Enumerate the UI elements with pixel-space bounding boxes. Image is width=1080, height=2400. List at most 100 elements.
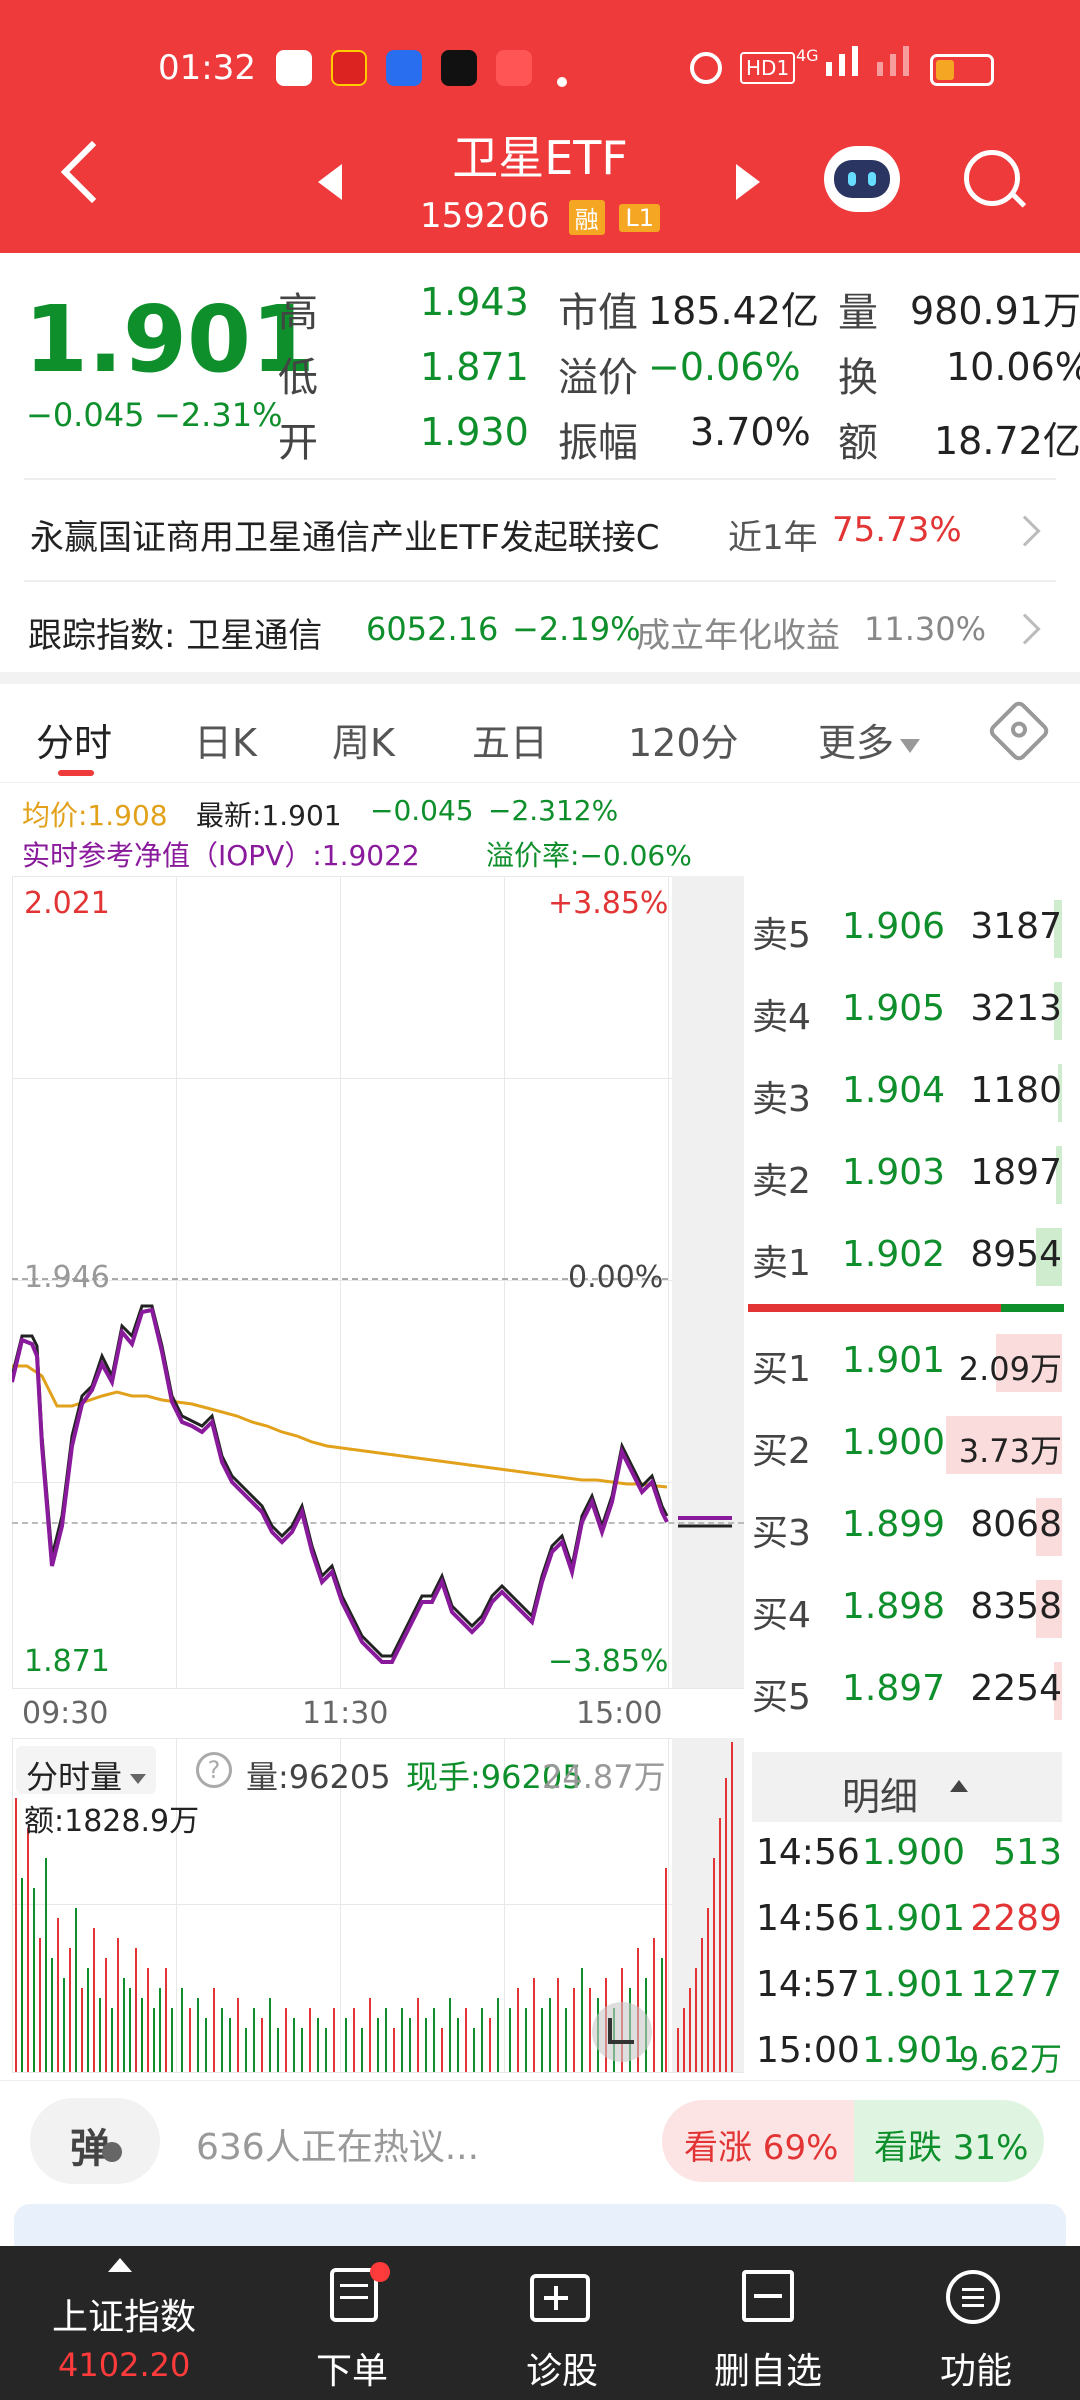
mcap-label: 市值	[558, 290, 638, 336]
turn-value: 10.06%	[946, 345, 1080, 389]
index-name: 上证指数	[52, 2297, 197, 2338]
danmu-button[interactable]: 弹	[30, 2098, 160, 2184]
status-time: 01:32	[158, 48, 256, 88]
index-pct: −2.19%	[512, 610, 641, 648]
back-button[interactable]	[60, 140, 124, 204]
amount-value: 额:1828.9万	[24, 1804, 200, 1839]
bid-row-4[interactable]: 买4 1.898 8358	[752, 1568, 1062, 1648]
x-start-label: 09:30	[22, 1696, 109, 1731]
ask-row-3[interactable]: 卖3 1.904 1180	[752, 1052, 1062, 1132]
nav-order[interactable]: 下单	[290, 2246, 420, 2400]
chevron-right-icon	[1009, 515, 1041, 547]
minus-icon	[102, 2142, 122, 2162]
app-icons	[276, 50, 568, 90]
vol-label: 量	[838, 290, 878, 336]
bid-row-5[interactable]: 买5 1.897 2254	[752, 1650, 1062, 1730]
volume-value: 量:96205	[246, 1758, 391, 1796]
y-bot-pct: −3.85%	[548, 1644, 669, 1679]
price-lines	[12, 1304, 732, 1664]
volume-chart[interactable]: 分时量 ? 量:96205 现手:96205 24.87万 额:1828.9万	[12, 1738, 744, 2073]
volume-max: 24.87万	[542, 1758, 666, 1796]
tab-weekly-k[interactable]: 周K	[332, 721, 395, 765]
premium-value: −0.06%	[648, 345, 801, 389]
nav-functions[interactable]: 功能	[920, 2246, 1040, 2400]
fund-link-row[interactable]: 永赢国证商用卫星通信产业ETF发起联接C 近1年 75.73%	[0, 480, 1080, 580]
ask-row-1[interactable]: 卖1 1.902 8954	[752, 1216, 1062, 1296]
bid-row-3[interactable]: 买3 1.899 8068	[752, 1486, 1062, 1566]
nav-diagnose[interactable]: 诊股	[500, 2246, 630, 2400]
bid-row-2[interactable]: 买2 1.900 3.73万	[752, 1404, 1062, 1484]
premium-label: 溢价	[558, 355, 638, 401]
bull-button[interactable]: 看涨 69%	[662, 2100, 854, 2182]
stock-title: 卫星ETF	[452, 131, 628, 185]
battery-icon	[930, 54, 994, 86]
x-mid-label: 11:30	[302, 1696, 389, 1731]
next-stock-button[interactable]	[736, 164, 760, 200]
discussion-text[interactable]: 636人正在热议...	[196, 2127, 480, 2168]
chevron-right-icon	[1009, 613, 1041, 645]
price-change: −0.045	[26, 396, 145, 434]
index-price: 4102.20	[58, 2346, 191, 2384]
nav-index[interactable]: 上证指数 4102.20	[0, 2246, 250, 2400]
amt-label: 额	[838, 420, 878, 466]
tab-daily-k[interactable]: 日K	[194, 721, 257, 765]
latest-change: −0.045	[370, 794, 474, 827]
caret-up-icon	[108, 2258, 132, 2272]
latest-change-pct: −2.312%	[488, 794, 619, 827]
nav-diagnose-label: 诊股	[526, 2351, 599, 2392]
level-badge: L1	[619, 203, 661, 232]
iopv-line	[12, 1304, 669, 1658]
low-value: 1.871	[420, 345, 529, 389]
amp-value: 3.70%	[690, 410, 811, 454]
buy-sell-ratio-bar	[748, 1304, 1064, 1312]
tab-intraday[interactable]: 分时	[36, 721, 113, 765]
chevron-down-icon	[130, 1774, 147, 1784]
x-end-label: 15:00	[576, 1696, 663, 1731]
robot-assistant-icon[interactable]	[824, 146, 900, 212]
mcap-value: 185.42亿	[648, 289, 819, 333]
bid-row-1[interactable]: 买1 1.901 2.09万	[752, 1322, 1062, 1402]
ask-row-2[interactable]: 卖2 1.903 1897	[752, 1134, 1062, 1214]
help-icon[interactable]: ?	[196, 1752, 232, 1788]
tab-five-day[interactable]: 五日	[472, 721, 549, 765]
iopv-value: 实时参考净值（IOPV）:1.9022	[22, 839, 420, 872]
chart-settings-icon[interactable]	[986, 698, 1052, 764]
volume-bars	[15, 1742, 733, 2072]
open-value: 1.930	[420, 410, 529, 454]
diagnose-icon	[530, 2274, 590, 2322]
price-change-pct: −2.31%	[154, 396, 283, 434]
intraday-chart[interactable]: 2.021 +3.85% 1.946 0.00% 1.871 −3.85%	[12, 876, 744, 1689]
price-line	[12, 1307, 669, 1664]
ask-row-4[interactable]: 卖4 1.905 3213	[752, 970, 1062, 1050]
index-link-row[interactable]: 跟踪指数: 卫星通信 6052.16 −2.19% 成立年化收益 11.30%	[0, 582, 1080, 672]
y-mid-pct: 0.00%	[568, 1260, 664, 1295]
search-icon[interactable]	[964, 150, 1027, 208]
tab-more[interactable]: 更多	[818, 712, 921, 767]
current-price: 1.901	[24, 286, 316, 393]
tab-120min[interactable]: 120分	[628, 721, 739, 765]
bear-button[interactable]: 看跌 31%	[854, 2100, 1044, 2182]
section-divider	[0, 672, 1080, 684]
y-top-label: 2.021	[24, 886, 110, 921]
prev-stock-button[interactable]	[318, 164, 342, 200]
volume-selector[interactable]: 分时量	[16, 1746, 157, 1796]
details-header[interactable]: 明细	[752, 1752, 1062, 1822]
current-price-line	[12, 1522, 744, 1524]
current-hand: 现手:96205	[406, 1758, 583, 1796]
remove-icon	[742, 2270, 794, 2322]
y-mid-label: 1.946	[24, 1260, 110, 1295]
nav-remove[interactable]: 删自选	[700, 2246, 860, 2400]
premium-rate: 溢价率:−0.06%	[486, 839, 692, 872]
header: 01:32 HD1 4G 卫星ETF 159206 融 L1	[0, 0, 1080, 253]
fund-name: 永赢国证商用卫星通信产业ETF发起联接C	[30, 518, 660, 558]
amt-value: 18.72亿	[934, 419, 1080, 463]
chart-tabs: 分时 日K 周K 五日 120分 更多	[0, 686, 1080, 782]
fullscreen-icon[interactable]	[592, 2002, 652, 2062]
amp-label: 振幅	[558, 420, 638, 466]
index-value: 6052.16	[366, 610, 499, 648]
ask-row-5[interactable]: 卖5 1.906 3187	[752, 888, 1062, 968]
nav-order-label: 下单	[316, 2351, 389, 2392]
fund-return: 75.73%	[832, 510, 962, 550]
tick-row: 14:56 1.901 2289	[756, 1898, 1062, 1939]
avg-price: 均价:1.908	[22, 799, 168, 832]
